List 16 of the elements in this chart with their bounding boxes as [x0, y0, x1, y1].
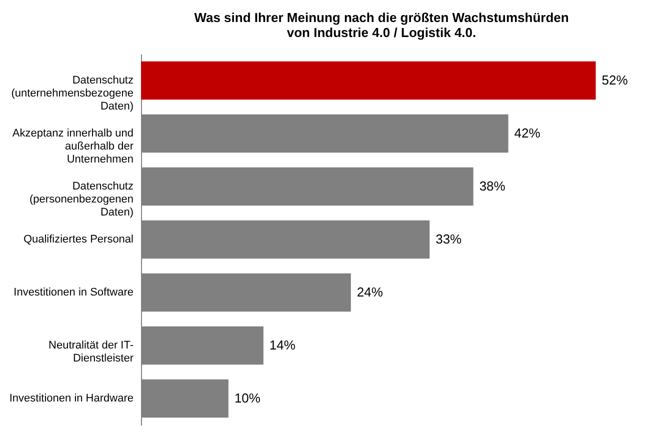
data-label: 42% — [514, 126, 541, 140]
data-label: 38% — [479, 178, 506, 194]
data-label: 14% — [269, 338, 296, 352]
y-tick-label: Datenschutz (personenbezogenen Daten) — [30, 180, 134, 218]
y-tick-label: Datenschutz (unternehmensbezogene Daten) — [11, 74, 134, 112]
data-label: 24% — [356, 284, 384, 300]
data-label: 33% — [436, 232, 462, 246]
y-tick-label: Investitionen in Hardware — [9, 392, 134, 404]
data-label: 10% — [234, 390, 261, 406]
y-tick-label: Investitionen in Software — [14, 286, 134, 298]
y-tick-label: Qualifiziertes Personal — [23, 234, 134, 246]
bar — [141, 61, 596, 100]
chart-title: Was sind Ihrer Meinung nach die größten Wachstumshürden von Industrie 4.0 / Logistik 4.0. — [194, 10, 569, 40]
data-label: 52% — [602, 72, 628, 88]
y-tick-label: Akzeptanz innerhalb und außerhalb der Unternehmen — [12, 128, 134, 166]
y-tick-label: Neutralität der IT- Dienstleister — [48, 340, 134, 364]
